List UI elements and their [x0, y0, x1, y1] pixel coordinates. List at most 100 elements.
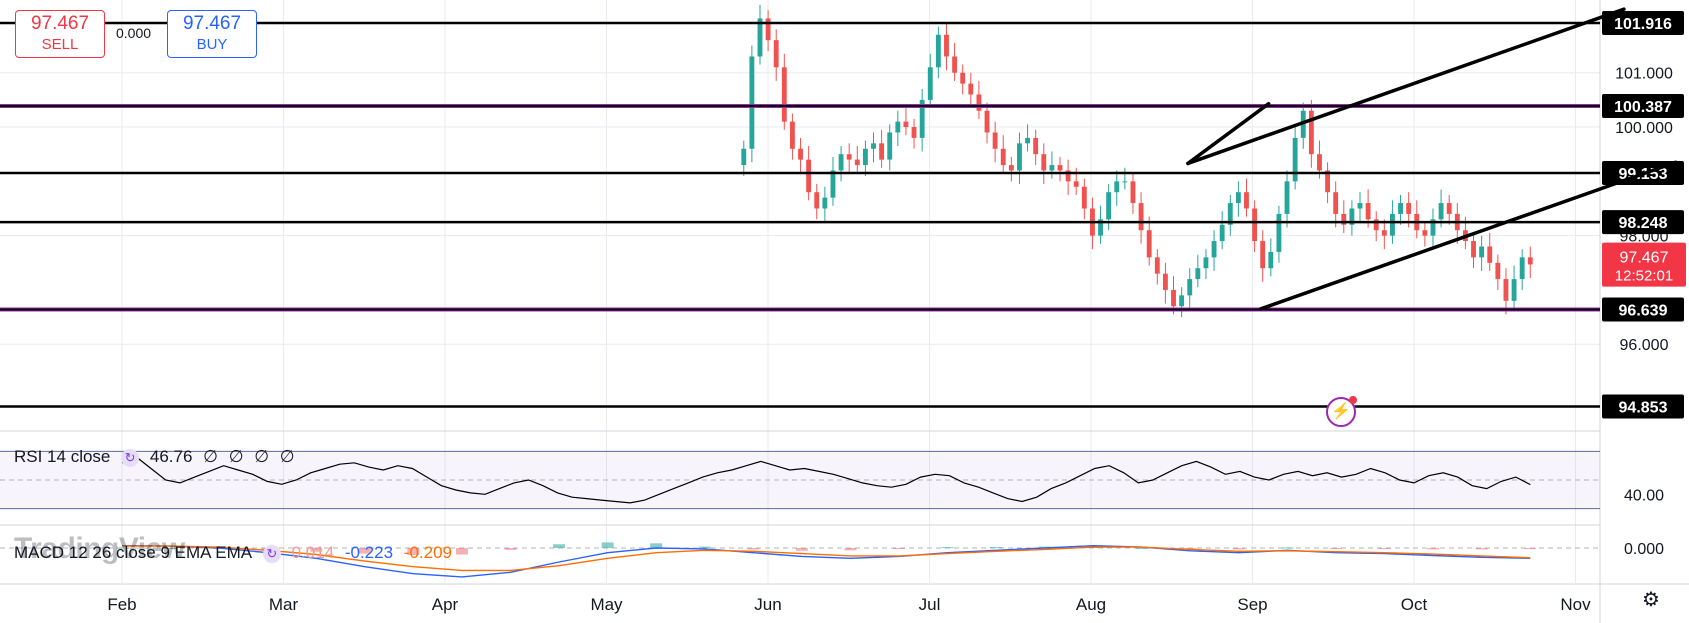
notification-dot	[1349, 396, 1357, 404]
candle-body	[879, 143, 885, 160]
candle-body	[1057, 165, 1063, 171]
macd-histogram-bar	[358, 548, 371, 554]
candle-body	[1187, 279, 1193, 296]
candle	[903, 108, 909, 136]
candle-body	[1081, 186, 1087, 209]
candle-body	[911, 127, 917, 138]
macd-histogram-bar	[407, 548, 420, 555]
candle	[798, 137, 803, 174]
candle-body	[765, 18, 771, 41]
macd-signal-value: -0.209	[403, 543, 452, 562]
rsi-extra-2: ∅	[228, 447, 244, 466]
candle-body	[1422, 230, 1428, 236]
candle-body	[1179, 295, 1185, 307]
macd-histogram-bar	[116, 547, 128, 549]
candle-body	[1503, 279, 1509, 301]
candle-body	[1341, 213, 1347, 225]
candle	[1179, 287, 1185, 318]
candle-body	[1106, 192, 1112, 220]
rsi-line	[121, 456, 1531, 504]
candle-body	[952, 56, 958, 73]
candle-body	[976, 94, 982, 111]
candle-body	[1511, 279, 1517, 301]
price-tick-label: 100.000	[1615, 120, 1673, 137]
price-tick-label: 101.000	[1615, 66, 1673, 83]
candle	[1008, 156, 1014, 182]
macd-histogram-bar	[1475, 548, 1488, 550]
cycle-icon[interactable]: ↻	[121, 448, 140, 467]
macd-histogram-bar	[1135, 548, 1148, 549]
candle	[952, 42, 958, 81]
candle-body	[1162, 273, 1168, 290]
candle	[935, 26, 941, 79]
candle	[1000, 135, 1006, 174]
time-label-mar: Mar	[269, 595, 299, 614]
macd-histogram-bar	[504, 548, 517, 550]
candle-body	[1203, 257, 1209, 269]
buy-button[interactable]: 97.467 BUY	[167, 10, 257, 58]
rsi-legend[interactable]: RSI 14 close ↻ 46.76 ∅ ∅ ∅ ∅	[14, 447, 301, 467]
candle-body	[984, 110, 990, 133]
candle-body	[1398, 203, 1403, 214]
sell-label: SELL	[41, 36, 79, 53]
buy-label: BUY	[196, 36, 228, 53]
lightning-bolt-icon[interactable]: ⚡	[1326, 397, 1356, 427]
candle	[1511, 265, 1517, 309]
candle-body	[1130, 181, 1136, 204]
level-tag	[1602, 210, 1684, 235]
candle	[1138, 192, 1144, 244]
macd-histogram-bar	[1427, 548, 1440, 550]
macd-histogram-bar	[1330, 548, 1343, 549]
candle	[1049, 151, 1055, 179]
candle	[1503, 268, 1509, 315]
candle	[927, 53, 933, 109]
spread-value: 0.000	[116, 25, 152, 41]
time-label-sep: Sep	[1237, 595, 1267, 614]
candle-body	[919, 99, 925, 138]
macd-legend[interactable]: MACD 12 26 close 9 EMA EMA ↻ 0.014 -0.22…	[14, 543, 458, 563]
candle	[1227, 194, 1233, 236]
time-label-aug: Aug	[1076, 595, 1106, 614]
candle-body	[1284, 181, 1290, 214]
candle-body	[887, 132, 893, 160]
macd-histogram-bar	[1378, 548, 1391, 549]
macd-title: MACD 12 26 close 9 EMA EMA	[14, 543, 253, 562]
candle	[1284, 170, 1290, 228]
sell-button[interactable]: 97.467 SELL	[15, 10, 105, 58]
macd-signal-line	[122, 545, 1531, 572]
candle	[871, 132, 876, 163]
rsi-extra-1: ∅	[203, 447, 218, 466]
candle-body	[1260, 241, 1266, 269]
candle-body	[1138, 203, 1144, 231]
candle-body	[862, 148, 868, 166]
candle	[1146, 216, 1152, 266]
candle	[765, 10, 771, 52]
candle-body	[1065, 170, 1071, 182]
time-label-apr: Apr	[432, 595, 459, 614]
candle-body	[1471, 241, 1476, 258]
rsi-extra-4: ∅	[279, 447, 295, 466]
candle-body	[830, 170, 836, 198]
candle-body	[1317, 154, 1322, 171]
gear-icon[interactable]: ⚙	[1642, 589, 1660, 611]
trend-line-channel-upper	[1186, 7, 1626, 166]
candle	[1527, 246, 1533, 278]
candle-body	[1195, 268, 1201, 280]
candle	[1154, 249, 1160, 285]
candle-body	[1325, 170, 1331, 193]
candle-body	[1114, 181, 1120, 193]
candle-body	[944, 34, 949, 57]
cycle-icon[interactable]: ↻	[262, 544, 281, 563]
price-tick-label: 96.000	[1620, 337, 1669, 354]
candle-body	[1292, 137, 1298, 182]
candle-body	[798, 148, 803, 160]
candle-body	[871, 143, 876, 149]
candle	[757, 4, 763, 65]
candle-body	[1252, 208, 1258, 242]
candle-body	[895, 121, 901, 133]
candle	[968, 72, 974, 109]
candle-body	[749, 56, 755, 149]
candle	[1373, 211, 1379, 242]
macd-histogram-bar	[650, 543, 663, 548]
